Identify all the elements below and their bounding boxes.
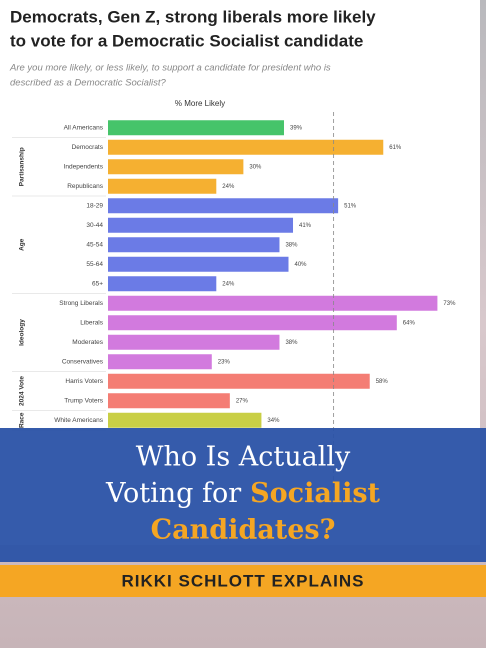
bar xyxy=(108,198,339,214)
chart-title: to vote for a Democratic Socialist candi… xyxy=(10,31,363,50)
headline: Voting for Socialist xyxy=(105,478,381,509)
category-label: 30-44 xyxy=(86,222,103,229)
bar xyxy=(108,334,280,350)
value-label: 40% xyxy=(295,262,308,268)
category-label: 65+ xyxy=(92,280,103,287)
byline-banner xyxy=(0,565,486,597)
category-label: Democrats xyxy=(72,144,104,151)
chart-subtitle: Are you more likely, or less likely, to … xyxy=(9,63,331,74)
bar xyxy=(108,217,294,233)
category-label: White Americans xyxy=(54,417,104,424)
category-label: All Americans xyxy=(64,124,104,131)
chart-subtitle: described as a Democratic Socialist? xyxy=(10,78,166,89)
category-label: Harris Voters xyxy=(65,378,103,385)
chart-title: Democrats, Gen Z, strong liberals more l… xyxy=(10,7,376,26)
group-label: 2024 Vote xyxy=(19,376,26,406)
value-label: 23% xyxy=(218,359,231,365)
category-label: 18-29 xyxy=(86,202,103,209)
headline-text: Voting for xyxy=(105,478,241,509)
bar xyxy=(108,412,262,428)
category-label: Liberals xyxy=(80,319,104,326)
bar xyxy=(108,139,384,155)
bar xyxy=(108,276,217,292)
value-label: 30% xyxy=(249,164,262,170)
value-label: 51% xyxy=(344,203,357,209)
value-label: 24% xyxy=(222,281,235,287)
value-label: 61% xyxy=(389,145,402,151)
headline-highlight: Socialist xyxy=(250,478,380,509)
value-label: 39% xyxy=(290,125,303,131)
group-label: Partisanship xyxy=(19,147,26,186)
category-label: Moderates xyxy=(72,339,103,346)
headline-highlight: Candidates? xyxy=(151,515,336,546)
category-label: Trump Voters xyxy=(64,397,104,404)
category-label: 55-64 xyxy=(86,261,103,268)
headline: Who Is Actually xyxy=(136,442,351,473)
value-label: 34% xyxy=(267,418,280,424)
category-label: Strong Liberals xyxy=(59,300,103,307)
category-label: Independents xyxy=(64,163,104,170)
value-label: 58% xyxy=(376,379,389,385)
headline-banner xyxy=(0,428,486,562)
chart: Democrats, Gen Z, strong liberals more l… xyxy=(9,7,456,490)
bar xyxy=(108,120,284,136)
bar xyxy=(108,256,289,272)
value-label: 38% xyxy=(285,242,298,248)
value-label: 64% xyxy=(403,320,416,326)
value-label: 24% xyxy=(222,184,235,190)
value-label: 73% xyxy=(443,301,456,307)
value-label: 38% xyxy=(285,340,298,346)
group-label: Race xyxy=(19,412,26,428)
bar xyxy=(108,295,438,311)
bar xyxy=(108,373,370,389)
value-label: 41% xyxy=(299,223,312,229)
group-label: Ideology xyxy=(19,319,26,346)
bar xyxy=(108,178,217,194)
category-label: Conservatives xyxy=(62,358,104,365)
byline: RIKKI SCHLOTT EXPLAINS xyxy=(121,571,364,590)
group-label: Age xyxy=(19,238,26,251)
category-label: Republicans xyxy=(67,183,104,190)
bar xyxy=(108,159,244,175)
axis-title: % More Likely xyxy=(175,99,225,108)
category-label: 45-54 xyxy=(86,241,103,248)
bar xyxy=(108,315,397,331)
value-label: 27% xyxy=(236,398,249,404)
bar xyxy=(108,354,212,370)
overlay: Who Is Actually Voting for Socialist Cand… xyxy=(0,428,486,597)
bar xyxy=(108,237,280,253)
bar xyxy=(108,393,230,409)
